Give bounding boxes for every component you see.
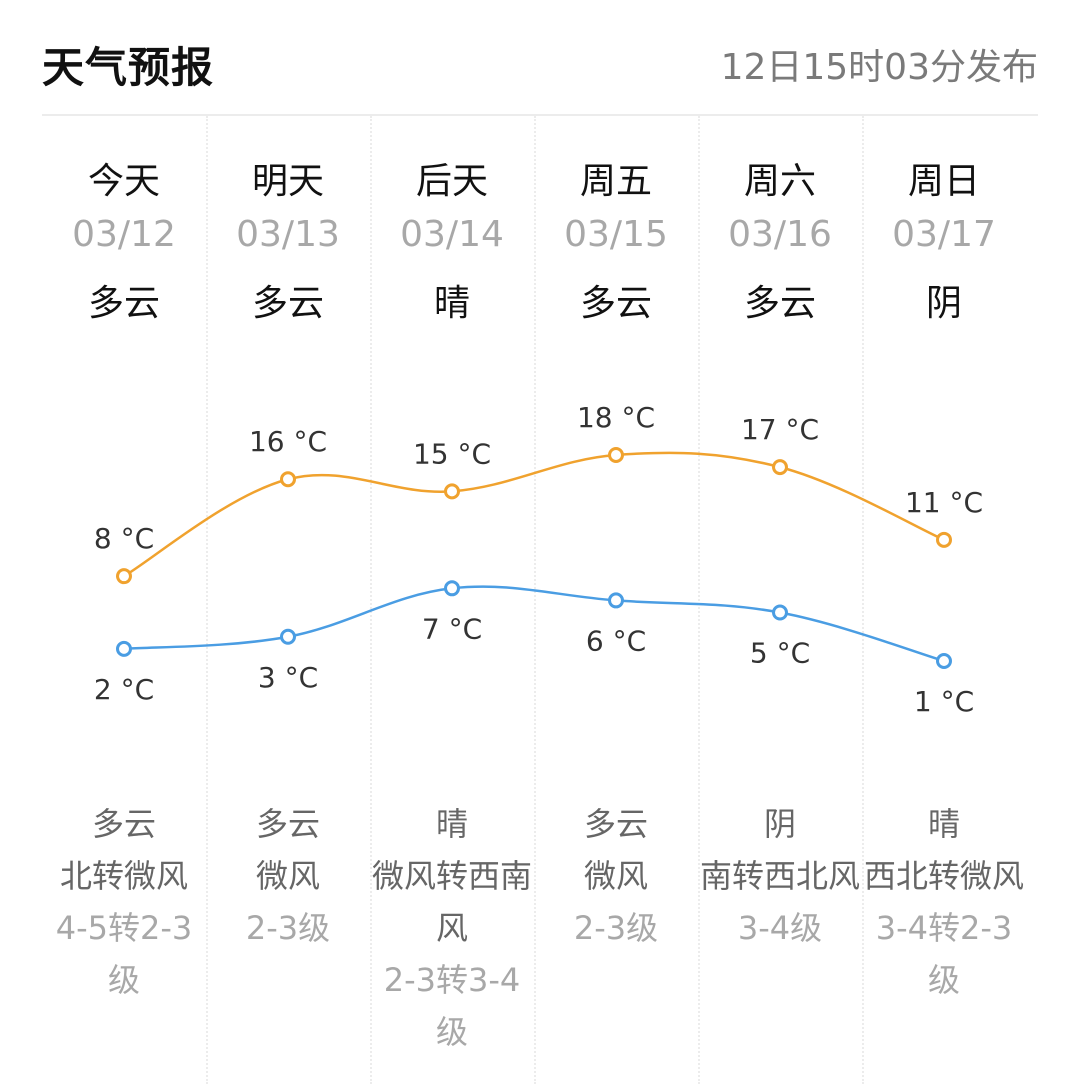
high-temp-label: 17 °C xyxy=(741,413,819,446)
day-condition: 多云 xyxy=(579,283,652,324)
day-name: 今天 xyxy=(87,161,160,202)
wind-direction: 南转西北风 xyxy=(699,857,860,895)
high-temp-label: 15 °C xyxy=(413,437,491,470)
column-divider xyxy=(534,116,536,1084)
night-info: 多云微风 2-3级 xyxy=(534,798,698,954)
day-condition: 多云 xyxy=(87,283,160,324)
wind-level: 3-4转2-3级 xyxy=(875,909,1013,999)
column-divider xyxy=(862,116,864,1084)
high-temp-point[interactable] xyxy=(116,568,132,585)
night-condition: 多云 xyxy=(91,805,156,843)
day-name: 周六 xyxy=(743,161,816,202)
low-temp-point[interactable] xyxy=(444,580,460,597)
wind-level: 2-3级 xyxy=(573,909,659,947)
night-info: 晴微风转西南风 2-3转3-4级 xyxy=(370,798,534,1058)
day-column[interactable]: 后天 03/14 晴晴微风转西南风 2-3转3-4级 xyxy=(370,116,534,1084)
day-column[interactable]: 周六 03/16 多云阴南转西北风 3-4级 xyxy=(698,116,862,1084)
day-condition: 多云 xyxy=(743,283,816,324)
low-temp-label: 6 °C xyxy=(586,624,646,657)
night-info: 晴西北转微风 3-4转2-3级 xyxy=(862,798,1026,1006)
high-temp-label: 11 °C xyxy=(905,486,983,519)
night-info: 多云北转微风 4-5转2-3级 xyxy=(42,798,206,1006)
high-temp-point[interactable] xyxy=(936,531,952,548)
low-temp-label: 5 °C xyxy=(750,637,810,670)
wind-level: 4-5转2-3级 xyxy=(55,909,193,999)
night-condition: 晴 xyxy=(927,805,960,843)
day-date: 03/13 xyxy=(236,214,340,255)
night-info: 多云微风 2-3级 xyxy=(206,798,370,954)
day-column[interactable]: 周日 03/17 阴晴西北转微风 3-4转2-3级 xyxy=(862,116,1026,1084)
high-temp-label: 8 °C xyxy=(94,522,154,555)
high-temp-point[interactable] xyxy=(444,483,460,500)
high-temp-point[interactable] xyxy=(772,459,788,476)
low-temp-point[interactable] xyxy=(116,640,132,657)
night-condition: 多云 xyxy=(255,805,320,843)
high-temp-point[interactable] xyxy=(280,471,296,488)
night-condition: 阴 xyxy=(763,805,796,843)
night-condition: 多云 xyxy=(583,805,648,843)
night-condition: 晴 xyxy=(435,805,468,843)
day-date: 03/17 xyxy=(892,214,996,255)
day-column[interactable]: 周五 03/15 多云 多云 微风 2-3级 xyxy=(534,116,698,1084)
high-temp-label: 18 °C xyxy=(577,401,655,434)
forecast-columns: 今天 03/12 多云 多云 北转微风 4-5转2-3级 明天 03/13 多云 多云 微风 2-3级… xyxy=(42,116,1038,1084)
low-temp-point[interactable] xyxy=(772,604,788,621)
day-name: 周日 xyxy=(907,161,980,202)
forecast-header: 天气预报 12日15时03分发布 xyxy=(42,30,1038,116)
day-name: 后天 xyxy=(415,161,488,202)
wind-direction: 微风 xyxy=(255,857,320,895)
day-date: 03/16 xyxy=(728,214,832,255)
wind-level: 3-4级 xyxy=(737,909,823,947)
wind-level: 2-3转3-4级 xyxy=(383,961,521,1051)
night-info: 阴南转西北风 3-4级 xyxy=(698,798,862,954)
high-temp-point[interactable] xyxy=(608,447,624,463)
high-temp-label: 16 °C xyxy=(249,425,327,458)
day-column[interactable]: 明天 03/13 多云 多云 微风 2-3级 xyxy=(206,116,370,1084)
day-name: 周五 xyxy=(579,161,652,202)
wind-direction: 微风 xyxy=(583,857,648,895)
publish-time: 12日15时03分发布 xyxy=(720,47,1038,88)
column-divider xyxy=(206,116,208,1084)
day-condition: 晴 xyxy=(433,283,470,324)
low-temp-point[interactable] xyxy=(936,653,952,669)
day-name: 明天 xyxy=(251,161,324,202)
low-temp-label: 7 °C xyxy=(422,612,482,645)
day-date: 03/12 xyxy=(72,214,176,255)
day-column[interactable]: 今天 03/12 多云 多云 北转微风 4-5转2-3级 xyxy=(42,116,206,1084)
low-temp-point[interactable] xyxy=(608,592,624,609)
low-temp-label: 3 °C xyxy=(258,661,318,694)
wind-direction: 微风转西南风 xyxy=(371,857,532,947)
wind-direction: 西北转微风 xyxy=(863,857,1024,895)
low-temp-line xyxy=(123,585,945,663)
low-temp-label: 2 °C xyxy=(94,673,154,706)
day-condition: 多云 xyxy=(251,283,324,324)
column-divider xyxy=(370,116,372,1084)
low-temp-point[interactable] xyxy=(280,628,296,645)
wind-direction: 北转微风 xyxy=(59,857,188,895)
low-temp-label: 1 °C xyxy=(914,685,974,718)
column-divider xyxy=(698,116,700,1084)
day-condition: 阴 xyxy=(925,283,962,324)
day-date: 03/14 xyxy=(400,214,504,255)
page-title: 天气预报 xyxy=(42,43,215,92)
wind-level: 2-3级 xyxy=(245,909,331,947)
high-temp-line xyxy=(123,451,945,578)
day-date: 03/15 xyxy=(564,214,668,255)
